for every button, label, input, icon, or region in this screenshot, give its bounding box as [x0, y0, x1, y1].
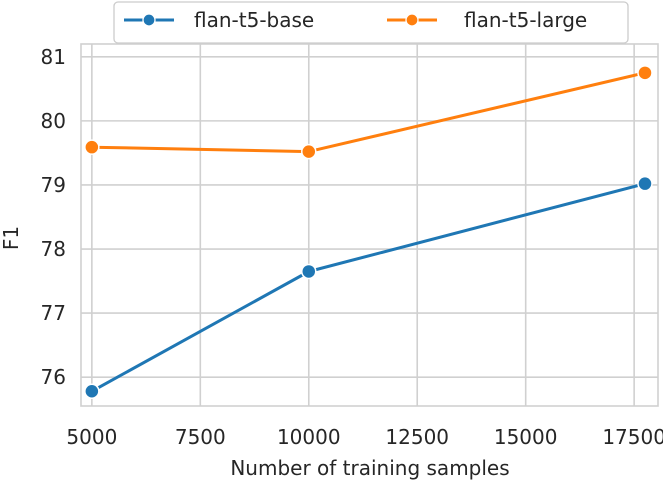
y-tick-label: 76: [41, 365, 66, 389]
y-tick-label: 77: [41, 301, 66, 325]
series-line-flan-t5-base: [91, 182, 646, 393]
x-tick-label: 12500: [385, 425, 449, 449]
data-point-flan-t5-base: [637, 175, 653, 192]
x-tick-label: 7500: [175, 425, 226, 449]
plot-frame: [80, 43, 659, 407]
legend-box: [113, 1, 629, 44]
y-axis-label: F1: [0, 226, 23, 250]
y-tick-label: 78: [41, 237, 66, 261]
data-point-flan-t5-large: [84, 139, 100, 155]
legend-label: flan-t5-large: [464, 8, 587, 32]
x-axis-label: Number of training samples: [230, 456, 509, 480]
legend-swatch-marker: [142, 13, 156, 27]
y-tick-label: 80: [41, 109, 66, 133]
data-point-flan-t5-base: [301, 263, 317, 280]
x-tick-label: 5000: [66, 425, 117, 449]
y-tick-label: 81: [41, 45, 66, 69]
series: [84, 65, 653, 400]
x-tick-label: 10000: [277, 425, 341, 449]
y-tick-labels: 76 77 78 79 80 81: [41, 45, 66, 389]
data-point-flan-t5-large: [637, 65, 653, 81]
x-tick-labels: 5000 7500 10000 12500 15000 17500: [66, 425, 663, 449]
x-tick-label: 15000: [494, 425, 558, 449]
legend: flan-t5-base flan-t5-large: [113, 1, 629, 44]
data-point-flan-t5-large: [301, 143, 317, 160]
grid: [81, 44, 658, 406]
data-point-flan-t5-base: [84, 383, 100, 400]
y-tick-label: 79: [41, 173, 66, 197]
series-line-flan-t5-large: [91, 71, 646, 154]
legend-swatch-marker: [405, 13, 419, 27]
legend-label: flan-t5-base: [194, 8, 314, 32]
x-tick-label: 17500: [602, 425, 663, 449]
